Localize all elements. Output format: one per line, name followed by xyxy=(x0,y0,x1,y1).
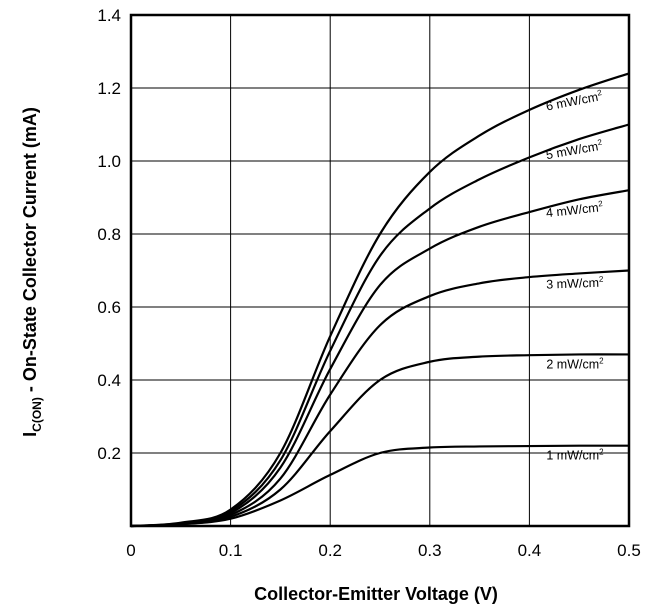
y-tick-label: 1.0 xyxy=(97,152,121,171)
y-tick-label: 0.2 xyxy=(97,444,121,463)
y-tick-label: 1.4 xyxy=(97,6,121,25)
series-label-2: 2 mW/cm2 xyxy=(546,356,604,371)
y-axis-title: IC(ON) - On-State Collector Current (mA) xyxy=(20,107,44,437)
series-line-3 xyxy=(130,269,630,528)
y-tick-label: 1.2 xyxy=(97,79,121,98)
x-tick-label: 0.1 xyxy=(219,541,243,560)
curves xyxy=(130,72,630,528)
series-line-5 xyxy=(130,123,630,528)
x-tick-label: 0.3 xyxy=(418,541,442,560)
y-axis-title-rest: - On-State Collector Current (mA) xyxy=(20,107,40,397)
x-tick-label: 0.5 xyxy=(617,541,641,560)
x-tick-label: 0 xyxy=(126,541,135,560)
x-tick-label: 0.2 xyxy=(318,541,342,560)
x-tick-labels: 0 0.1 0.2 0.3 0.4 0.5 xyxy=(126,541,641,560)
x-axis-title: Collector-Emitter Voltage (V) xyxy=(254,584,498,604)
series-label-1: 1 mW/cm2 xyxy=(546,448,604,463)
x-tick-label: 0.4 xyxy=(518,541,542,560)
series-label-4: 4 mW/cm2 xyxy=(545,199,604,220)
series-line-6 xyxy=(130,72,630,528)
y-axis-title-sub: C(ON) xyxy=(30,397,44,432)
y-tick-labels: 0.2 0.4 0.6 0.8 1.0 1.2 1.4 xyxy=(97,6,121,463)
y-tick-label: 0.8 xyxy=(97,225,121,244)
y-tick-label: 0.6 xyxy=(97,298,121,317)
series-label-3: 3 mW/cm2 xyxy=(546,275,604,292)
series-line-4 xyxy=(130,189,630,528)
y-tick-label: 0.4 xyxy=(97,371,121,390)
plot-frame xyxy=(129,13,631,528)
y-axis-title-main: I xyxy=(20,432,40,437)
